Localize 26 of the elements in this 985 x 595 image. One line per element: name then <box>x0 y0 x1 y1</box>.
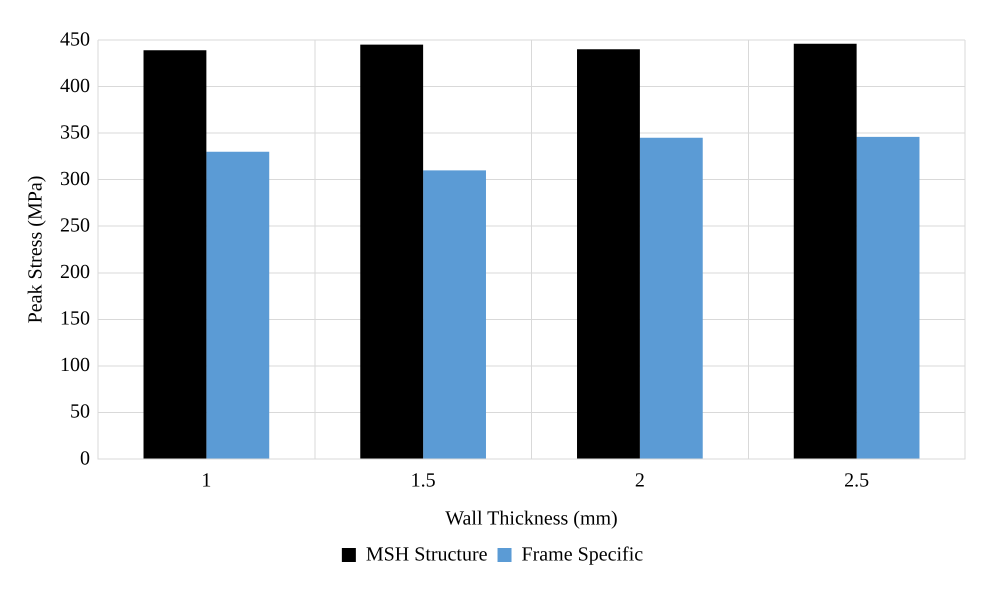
bar <box>423 170 486 458</box>
y-tick-label: 400 <box>60 74 90 97</box>
legend-label: MSH Structure <box>366 543 488 566</box>
y-tick-label: 300 <box>60 168 90 190</box>
bar <box>856 136 920 458</box>
y-tick-label: 0 <box>80 447 90 470</box>
y-tick-label: 200 <box>60 261 90 284</box>
bar <box>794 44 857 458</box>
y-tick-label: 250 <box>60 214 90 236</box>
y-tick-label: 350 <box>60 121 90 144</box>
x-tick-label: 1 <box>201 469 212 492</box>
y-tick-label: 100 <box>60 354 90 376</box>
x-tick-label: 2.5 <box>844 469 870 492</box>
y-tick-label: 50 <box>70 400 90 423</box>
y-tick-label: 450 <box>60 28 90 50</box>
x-axis-title: Wall Thickness (mm) <box>445 507 618 530</box>
bar <box>206 152 270 458</box>
bar <box>360 44 424 458</box>
bar <box>640 138 703 458</box>
x-tick-label: 2 <box>634 469 645 492</box>
y-axis-title: Peak Stress (MPa) <box>24 176 46 324</box>
legend-label: Frame Specific <box>522 543 644 566</box>
bar <box>577 49 640 458</box>
y-tick-label: 150 <box>60 308 90 330</box>
bar <box>144 50 206 458</box>
x-tick-label: 1.5 <box>410 469 436 492</box>
